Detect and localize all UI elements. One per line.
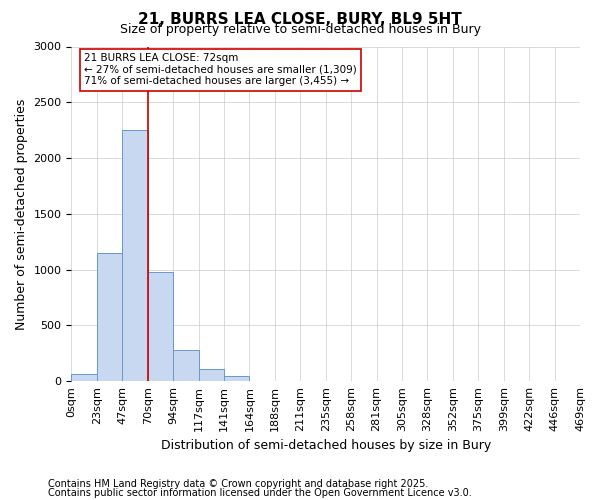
Bar [199,369,224,381]
Text: Contains HM Land Registry data © Crown copyright and database right 2025.: Contains HM Land Registry data © Crown c… [48,479,428,489]
Text: 21, BURRS LEA CLOSE, BURY, BL9 5HT: 21, BURRS LEA CLOSE, BURY, BL9 5HT [138,12,462,26]
Bar [97,253,122,381]
Text: Size of property relative to semi-detached houses in Bury: Size of property relative to semi-detach… [119,22,481,36]
Bar [71,374,97,381]
Y-axis label: Number of semi-detached properties: Number of semi-detached properties [15,98,28,330]
Bar [122,130,148,381]
Bar [275,380,300,381]
Text: Contains public sector information licensed under the Open Government Licence v3: Contains public sector information licen… [48,488,472,498]
X-axis label: Distribution of semi-detached houses by size in Bury: Distribution of semi-detached houses by … [161,440,491,452]
Bar [250,380,275,381]
Text: 21 BURRS LEA CLOSE: 72sqm
← 27% of semi-detached houses are smaller (1,309)
71% : 21 BURRS LEA CLOSE: 72sqm ← 27% of semi-… [84,53,357,86]
Bar [173,350,199,381]
Bar [224,376,250,381]
Bar [148,272,173,381]
Bar [300,380,326,381]
